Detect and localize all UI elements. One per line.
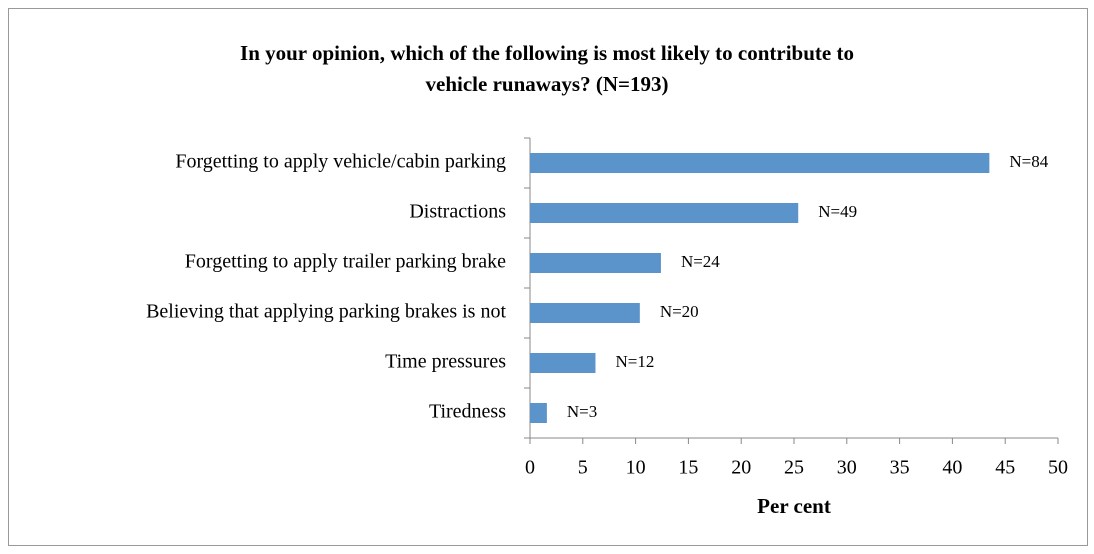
chart-frame bbox=[8, 8, 1088, 546]
x-tick-label: 10 bbox=[626, 457, 646, 479]
x-axis-title: Per cent bbox=[757, 494, 831, 518]
bar-label: N=49 bbox=[818, 202, 857, 221]
y-tick-label: Distractions bbox=[409, 201, 506, 223]
x-tick-label: 5 bbox=[578, 457, 588, 479]
x-tick-label: 20 bbox=[731, 457, 751, 479]
x-tick-label: 50 bbox=[1048, 457, 1068, 479]
x-tick-label: 0 bbox=[525, 457, 535, 479]
chart-title: In your opinion, which of the following … bbox=[240, 41, 854, 65]
bar bbox=[530, 353, 596, 373]
x-tick-label: 15 bbox=[678, 457, 698, 479]
x-tick-label: 40 bbox=[942, 457, 962, 479]
x-tick-label: 35 bbox=[890, 457, 910, 479]
y-tick-label: Time pressures bbox=[385, 351, 506, 373]
bar-label: N=20 bbox=[660, 302, 699, 321]
bar bbox=[530, 253, 661, 273]
x-tick-label: 45 bbox=[995, 457, 1015, 479]
bar bbox=[530, 203, 799, 223]
y-tick-label: Tiredness bbox=[429, 401, 506, 423]
x-tick-label: 30 bbox=[837, 457, 857, 479]
y-tick-label: Forgetting to apply trailer parking brak… bbox=[185, 251, 506, 273]
x-tick-label: 25 bbox=[784, 457, 804, 479]
bar bbox=[530, 303, 640, 323]
bar-label: N=84 bbox=[1009, 152, 1048, 171]
bar-label: N=24 bbox=[681, 252, 720, 271]
y-tick-label: Believing that applying parking brakes i… bbox=[146, 301, 506, 323]
bar bbox=[530, 403, 547, 423]
bar bbox=[530, 153, 990, 173]
chart-title: vehicle runaways? (N=193) bbox=[426, 72, 669, 96]
y-tick-label: Forgetting to apply vehicle/cabin parkin… bbox=[175, 151, 506, 173]
bar-label: N=12 bbox=[615, 352, 654, 371]
bar-label: N=3 bbox=[567, 402, 597, 421]
